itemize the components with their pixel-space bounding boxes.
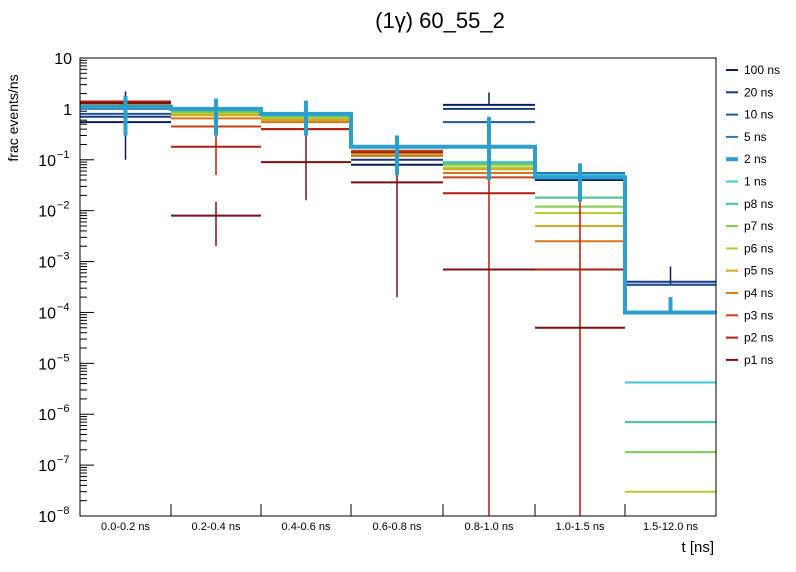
legend-label: p6 ns xyxy=(744,241,773,255)
histogram-step-line xyxy=(80,104,716,315)
y-tick-exponent: −2 xyxy=(57,200,70,212)
x-tick-label: 0.2-0.4 ns xyxy=(192,521,241,533)
y-tick-label: 10 xyxy=(38,305,56,322)
x-tick-label: 1.5-12.0 ns xyxy=(643,521,699,533)
y-tick-exponent: −1 xyxy=(57,149,70,161)
legend-label: p5 ns xyxy=(744,264,773,278)
x-tick-label: 0.8-1.0 ns xyxy=(465,521,514,533)
legend-label: 10 ns xyxy=(744,108,773,122)
y-tick-exponent: −8 xyxy=(57,505,70,517)
legend-label: p3 ns xyxy=(744,308,773,322)
series-p1-ns xyxy=(80,102,625,329)
legend: 100 ns 20 ns 10 ns 5 ns 2 ns 1 ns p8 ns p7 ns p6… xyxy=(726,63,780,367)
legend-label: 2 ns xyxy=(744,152,767,166)
y-tick-exponent: −4 xyxy=(57,301,70,313)
series-2-ns xyxy=(80,95,716,315)
y-tick-label: 10 xyxy=(38,509,56,526)
y-axis-label: frac events/ns xyxy=(5,74,21,161)
x-tick-label: 0.0-0.2 ns xyxy=(101,521,150,533)
legend-label: p1 ns xyxy=(744,353,773,367)
series-layer xyxy=(80,91,716,516)
legend-label: p2 ns xyxy=(744,331,773,345)
y-tick-label: 10 xyxy=(54,51,72,68)
y-tick-label: 10 xyxy=(38,407,56,424)
legend-label: 20 ns xyxy=(744,85,773,99)
y-tick-exponent: −3 xyxy=(57,251,70,263)
x-axis-label: t [ns] xyxy=(681,539,714,556)
legend-label: p7 ns xyxy=(744,219,773,233)
y-tick-exponent: −5 xyxy=(57,352,70,364)
x-tick-label: 0.4-0.6 ns xyxy=(282,521,331,533)
legend-label: 5 ns xyxy=(744,130,767,144)
y-tick-exponent: −7 xyxy=(57,454,70,466)
legend-label: 100 ns xyxy=(744,63,780,77)
y-tick-label: 10 xyxy=(38,204,56,221)
chart-title: (1γ) 60_55_2 xyxy=(375,8,505,33)
y-tick-label: 1 xyxy=(63,102,72,119)
legend-label: p8 ns xyxy=(744,197,773,211)
legend-label: p4 ns xyxy=(744,286,773,300)
legend-label: 1 ns xyxy=(744,175,767,189)
x-tick-label: 0.6-0.8 ns xyxy=(373,521,422,533)
plot-frame xyxy=(79,57,717,517)
y-tick-label: 10 xyxy=(38,458,56,475)
y-tick-exponent: −6 xyxy=(57,403,70,415)
y-tick-label: 10 xyxy=(38,153,56,170)
y-tick-label: 10 xyxy=(38,356,56,373)
y-tick-label: 10 xyxy=(38,255,56,272)
x-axis: 0.0-0.2 ns 0.2-0.4 ns 0.4-0.6 ns 0.6-0.8 ns… xyxy=(101,504,699,533)
x-tick-label: 1.0-1.5 ns xyxy=(556,521,605,533)
